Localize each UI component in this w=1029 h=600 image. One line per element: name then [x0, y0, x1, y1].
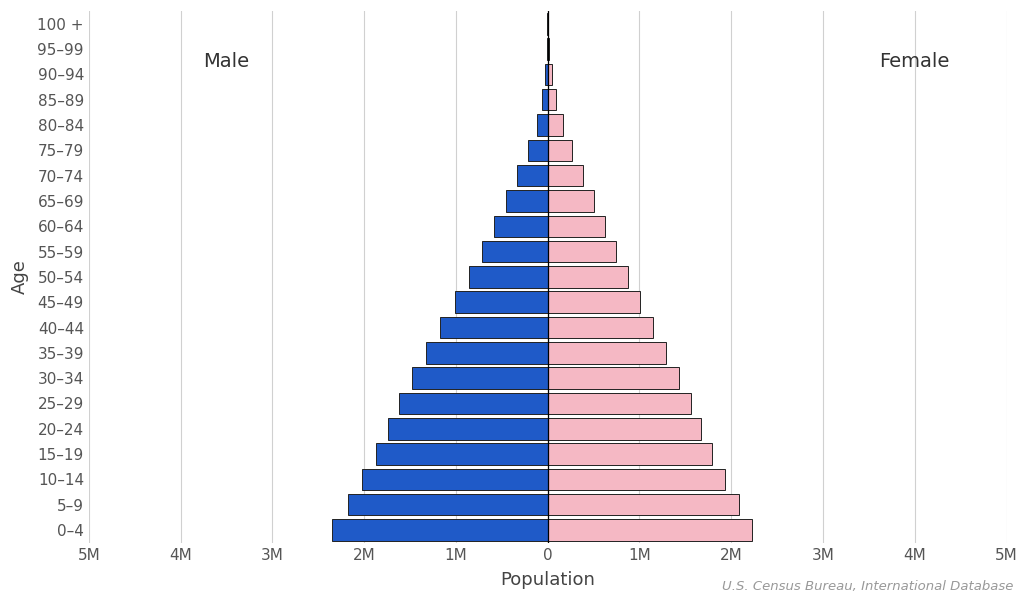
- Bar: [426, 342, 547, 364]
- X-axis label: Population: Population: [500, 571, 595, 589]
- Bar: [469, 266, 547, 287]
- Bar: [362, 469, 547, 490]
- Bar: [547, 89, 557, 110]
- Bar: [547, 241, 615, 262]
- Bar: [547, 443, 712, 465]
- Bar: [547, 469, 724, 490]
- Y-axis label: Age: Age: [11, 259, 29, 295]
- Text: Female: Female: [880, 52, 950, 71]
- Bar: [547, 519, 752, 541]
- Bar: [518, 165, 547, 187]
- Text: U.S. Census Bureau, International Database: U.S. Census Bureau, International Databa…: [722, 580, 1014, 593]
- Bar: [542, 89, 547, 110]
- Bar: [440, 317, 547, 338]
- Bar: [547, 140, 572, 161]
- Bar: [332, 519, 547, 541]
- Bar: [547, 367, 679, 389]
- Bar: [547, 292, 640, 313]
- Bar: [547, 317, 653, 338]
- Bar: [506, 190, 547, 212]
- Bar: [547, 418, 701, 440]
- Bar: [412, 367, 547, 389]
- Bar: [528, 140, 547, 161]
- Bar: [455, 292, 547, 313]
- Bar: [348, 494, 547, 515]
- Bar: [547, 266, 628, 287]
- Text: Male: Male: [204, 52, 249, 71]
- Bar: [547, 165, 583, 187]
- Bar: [547, 393, 690, 414]
- Bar: [547, 342, 666, 364]
- Bar: [547, 190, 594, 212]
- Bar: [547, 64, 552, 85]
- Bar: [547, 494, 739, 515]
- Bar: [494, 215, 547, 237]
- Bar: [547, 38, 548, 60]
- Bar: [388, 418, 547, 440]
- Bar: [547, 215, 605, 237]
- Bar: [376, 443, 547, 465]
- Bar: [482, 241, 547, 262]
- Bar: [399, 393, 547, 414]
- Bar: [545, 64, 547, 85]
- Bar: [537, 114, 547, 136]
- Bar: [547, 114, 563, 136]
